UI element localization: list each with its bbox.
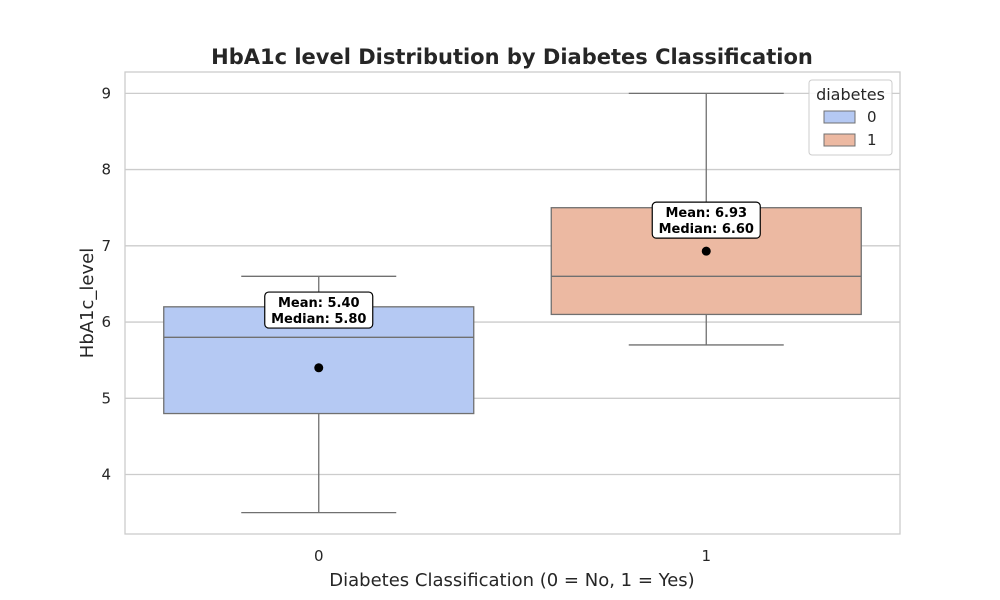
legend-label: 0 bbox=[867, 108, 877, 126]
chart-title: HbA1c level Distribution by Diabetes Cla… bbox=[211, 45, 813, 69]
x-tick-label: 1 bbox=[701, 547, 711, 565]
y-axis-label: HbA1c_level bbox=[77, 248, 98, 358]
y-tick-label: 7 bbox=[101, 237, 111, 255]
annotation-text: Median: 5.80 bbox=[271, 312, 366, 327]
y-tick-label: 4 bbox=[101, 466, 111, 484]
y-tick-label: 8 bbox=[101, 161, 111, 179]
axes-frame bbox=[124, 71, 901, 535]
mean-marker bbox=[701, 246, 711, 256]
legend-swatch bbox=[823, 133, 856, 147]
annotation-box bbox=[651, 201, 761, 239]
mean-marker bbox=[314, 363, 324, 373]
legend-label: 1 bbox=[867, 131, 877, 149]
x-axis-label: Diabetes Classification (0 = No, 1 = Yes… bbox=[329, 570, 694, 591]
y-tick-label: 5 bbox=[101, 389, 111, 407]
annotation-text: Mean: 6.93 bbox=[665, 206, 747, 221]
legend-title: diabetes bbox=[816, 85, 885, 104]
annotation-box bbox=[264, 291, 374, 329]
y-tick-label: 9 bbox=[101, 84, 111, 102]
y-tick-label: 6 bbox=[101, 313, 111, 331]
annotation-text: Mean: 5.40 bbox=[278, 296, 360, 311]
legend-swatch bbox=[823, 110, 856, 124]
x-tick-label: 0 bbox=[314, 547, 324, 565]
annotation-text: Median: 6.60 bbox=[659, 222, 754, 237]
